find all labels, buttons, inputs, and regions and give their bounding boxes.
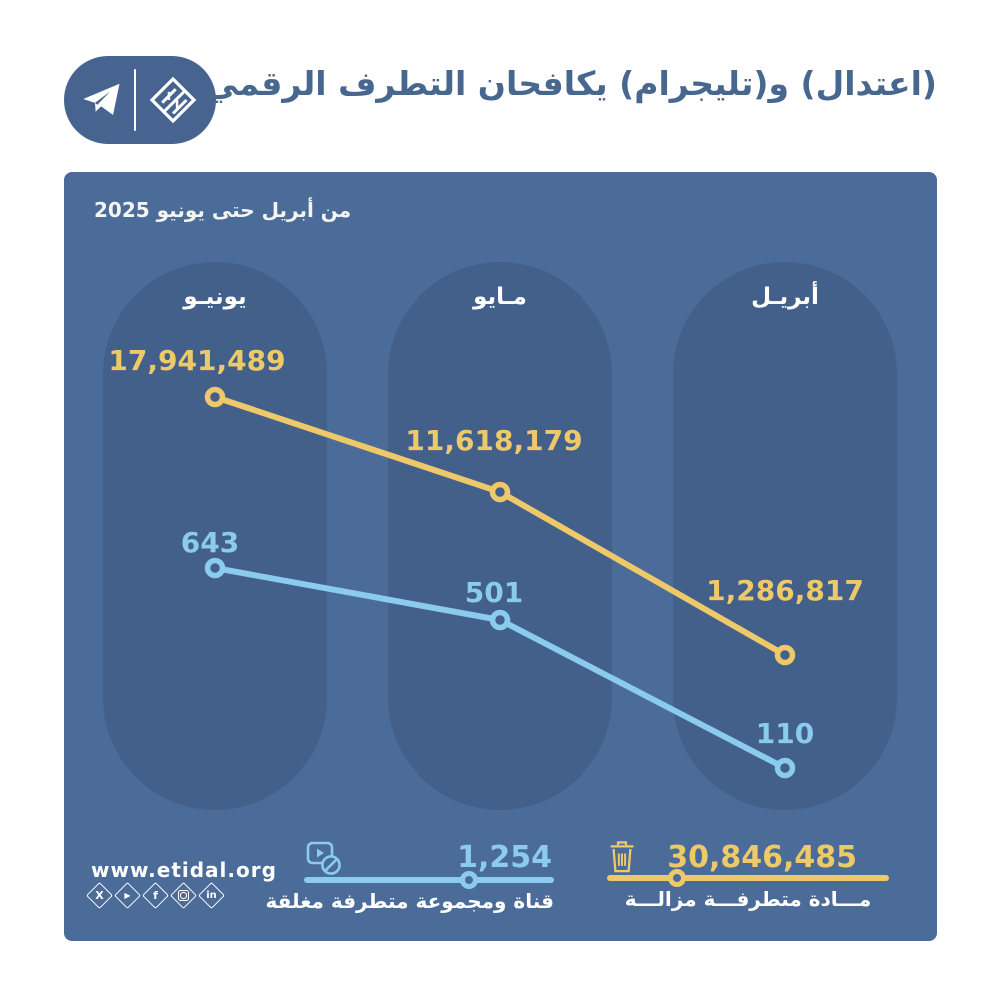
closed-channels-point-june <box>204 557 226 579</box>
channels-axis-line <box>304 877 554 883</box>
month-label-april: أبريـل <box>751 284 819 310</box>
social-icons: X ▶ f in <box>86 882 225 909</box>
data-label-closed-june: 643 <box>180 526 240 559</box>
removed-materials-point-june <box>204 386 226 408</box>
website-link[interactable]: www.etidal.org <box>91 858 277 882</box>
youtube-icon[interactable]: ▶ <box>114 882 141 909</box>
channels-label: قناة ومجموعة متطرفة مغلقة <box>265 889 555 913</box>
facebook-icon[interactable]: f <box>142 882 169 909</box>
logo-divider <box>134 69 136 131</box>
trash-icon <box>607 838 637 880</box>
month-pill-june <box>103 262 327 810</box>
month-pill-april <box>673 262 897 810</box>
materials-label: مـــادة متطرفـــة مزالـــة <box>624 887 872 911</box>
month-label-june: يونيـو <box>183 284 247 310</box>
linkedin-icon[interactable]: in <box>198 882 225 909</box>
channels-value: 1,254 <box>457 840 552 875</box>
data-label-removed-june: 17,941,489 <box>108 344 286 377</box>
logo-badge <box>64 56 216 144</box>
data-label-closed-april: 110 <box>755 717 815 750</box>
period-label: من أبريل حتى يونيو 2025 <box>94 198 352 222</box>
page-title: (اعتدال) و(تليجرام) يكافحان التطرف الرقم… <box>205 64 937 103</box>
materials-axis-line <box>607 875 889 881</box>
channels-axis-dot <box>460 871 478 889</box>
data-label-closed-may: 501 <box>464 576 524 609</box>
data-label-removed-april: 1,286,817 <box>706 574 864 607</box>
closed-channels-point-april <box>774 757 796 779</box>
etidal-logo-icon <box>146 73 200 127</box>
telegram-icon <box>80 80 124 120</box>
blocked-channel-icon <box>304 838 344 882</box>
removed-materials-point-april <box>774 644 796 666</box>
instagram-icon[interactable] <box>170 882 197 909</box>
data-label-removed-may: 11,618,179 <box>405 424 583 457</box>
x-icon[interactable]: X <box>86 882 113 909</box>
materials-axis-dot <box>668 869 686 887</box>
chart-canvas <box>204 386 796 779</box>
materials-value: 30,846,485 <box>667 840 857 875</box>
month-label-may: مـايو <box>473 284 527 310</box>
closed-channels-point-may <box>489 609 511 631</box>
removed-materials-point-may <box>489 481 511 503</box>
chart-card: من أبريل حتى يونيو 2025 يونيـو مـايو أبر… <box>64 172 937 941</box>
